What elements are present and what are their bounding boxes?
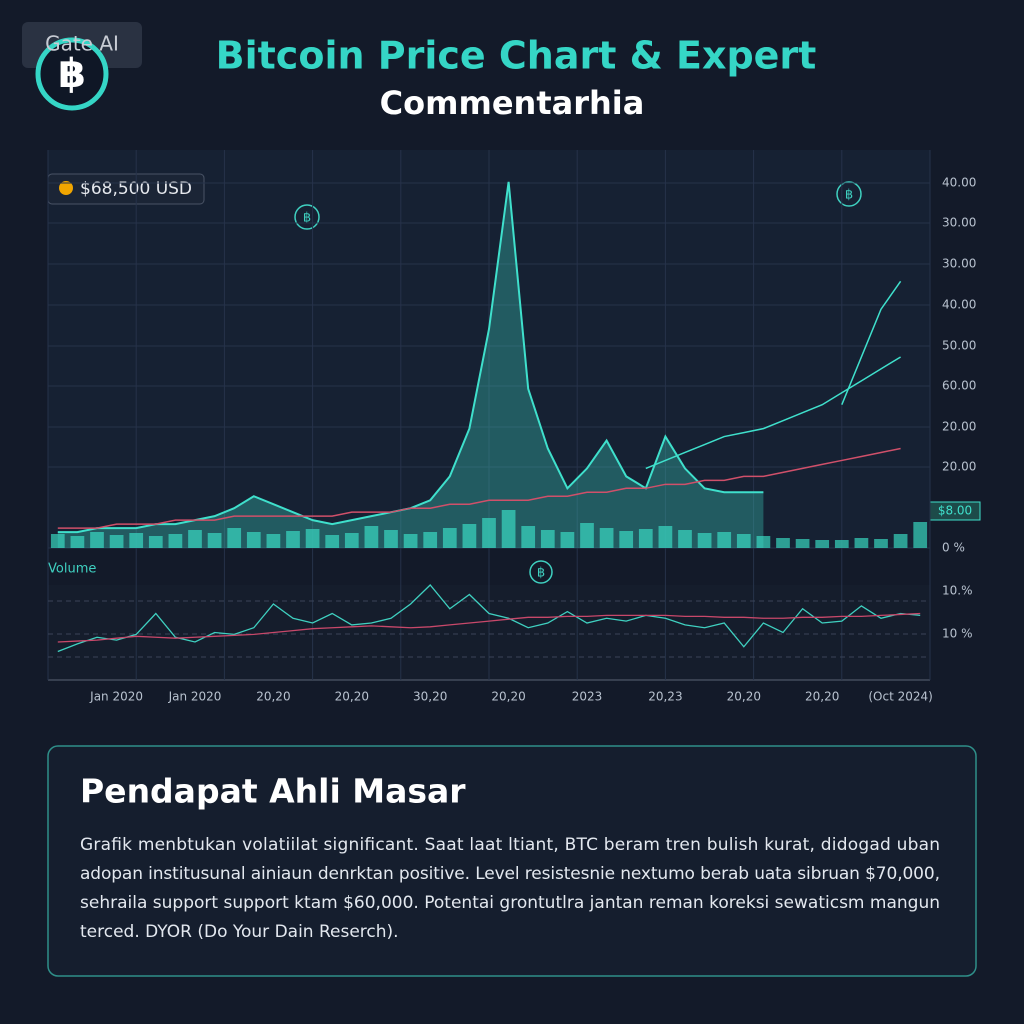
x-tick-label: 2023 <box>572 690 603 704</box>
volume-bar <box>756 536 771 548</box>
volume-bar <box>521 526 536 548</box>
volume-bar <box>697 533 712 548</box>
volume-bar <box>599 528 614 548</box>
volume-bar <box>638 529 653 548</box>
volume-bar <box>246 532 261 548</box>
volume-bar <box>364 526 379 548</box>
x-tick-label: 20,20 <box>727 690 761 704</box>
y-tick-label: 30.00 <box>942 257 976 271</box>
y-tick-label: 0 % <box>942 541 965 555</box>
x-tick-label: (Oct 2024) <box>868 690 932 704</box>
coin-icon <box>59 181 73 195</box>
volume-bar <box>658 526 673 548</box>
title: Bitcoin Price Chart & Expert <box>216 34 817 78</box>
y-tick-label: 30.00 <box>942 216 976 230</box>
y-tick-label: 50.00 <box>942 339 976 353</box>
commentary-title: Pendapat Ahli Masar <box>80 772 466 811</box>
volume-bar <box>266 534 281 548</box>
volume-bar <box>619 531 634 548</box>
volume-bar <box>874 539 888 548</box>
volume-bar <box>344 533 359 548</box>
commentary-panel <box>47 745 977 977</box>
price-area <box>57 181 764 548</box>
btc-logo <box>35 37 109 111</box>
svg-text:฿: ฿ <box>537 566 545 581</box>
volume-bar <box>50 534 65 548</box>
commentary-line: adopan institusunal ainiaun denrktan pos… <box>80 864 940 884</box>
volume-bar <box>678 530 692 548</box>
price-line <box>841 280 902 406</box>
btc-icon-text: ฿฿฿ <box>303 188 853 581</box>
commentary-line: Grafik menbtukan volatiilat significant.… <box>80 835 940 855</box>
x-tick-label: Jan 2020 <box>168 690 222 704</box>
x-tick-label: 30,20 <box>413 690 447 704</box>
y-tick-label: 20.00 <box>942 420 976 434</box>
volume-bar <box>109 535 124 548</box>
x-tick-label: 20,20 <box>491 690 525 704</box>
y-tick-label: 40.00 <box>942 176 976 190</box>
volume-bar <box>736 534 751 548</box>
btc-symbol: ฿ <box>58 51 86 97</box>
x-tick-label: 20,20 <box>805 690 839 704</box>
volume-bar <box>717 532 732 548</box>
svg-text:฿: ฿ <box>303 211 311 226</box>
commentary-line: terced. DYOR (Do Your Dain Reserch). <box>80 922 399 942</box>
volume-bar <box>325 535 340 548</box>
volume-bar <box>815 540 830 548</box>
y-tick-label: 20.00 <box>942 460 976 474</box>
volume-bar <box>403 534 418 548</box>
volume-bar <box>442 528 457 548</box>
volume-bar <box>90 532 104 548</box>
volume-bar <box>384 530 398 548</box>
volume-bar <box>70 536 85 548</box>
last-badge: $8.00 <box>938 504 972 518</box>
volume-bar <box>462 524 477 548</box>
x-tick-label: Jan 2020 <box>89 690 143 704</box>
volume-label: Volume <box>48 562 96 577</box>
volume-bar <box>207 533 222 548</box>
x-tick-label: 20,20 <box>256 690 290 704</box>
osc-line <box>57 612 921 643</box>
osc-label: 10.% <box>942 584 973 598</box>
price-line <box>645 356 901 470</box>
volume-bar <box>227 528 242 548</box>
volume-bar <box>854 538 869 548</box>
volume-bar <box>129 533 144 548</box>
volume-bar <box>286 531 300 548</box>
volume-bar <box>501 510 516 548</box>
volume-bar <box>305 529 320 548</box>
x-tick-label: 20,20 <box>335 690 369 704</box>
subtitle: Commentarhia <box>380 84 645 122</box>
volume-bar <box>168 534 183 548</box>
volume-bar <box>148 536 163 548</box>
x-tick-label: 20,23 <box>648 690 682 704</box>
btc-icons <box>294 181 862 584</box>
volume-bar <box>423 532 438 548</box>
volume-bar <box>795 539 810 548</box>
volume-bar <box>580 523 594 548</box>
osc-label: 10 % <box>942 627 973 641</box>
volume-bar <box>893 534 908 548</box>
volume-bar <box>776 538 790 548</box>
y-tick-label: 60.00 <box>942 379 976 393</box>
osc-line <box>57 584 921 653</box>
volume-bar <box>560 532 575 548</box>
volume-bar <box>913 522 928 548</box>
volume-bar <box>834 540 849 548</box>
volume-bar <box>188 530 202 548</box>
brand: Gate AI <box>45 32 119 56</box>
volume-bar <box>482 518 496 548</box>
price-line <box>57 447 901 529</box>
y-tick-label: 40.00 <box>942 298 976 312</box>
commentary-line: sehraila support support ktam $60,000. P… <box>80 893 940 913</box>
volume-bar <box>540 530 555 548</box>
svg-text:฿: ฿ <box>845 188 853 203</box>
